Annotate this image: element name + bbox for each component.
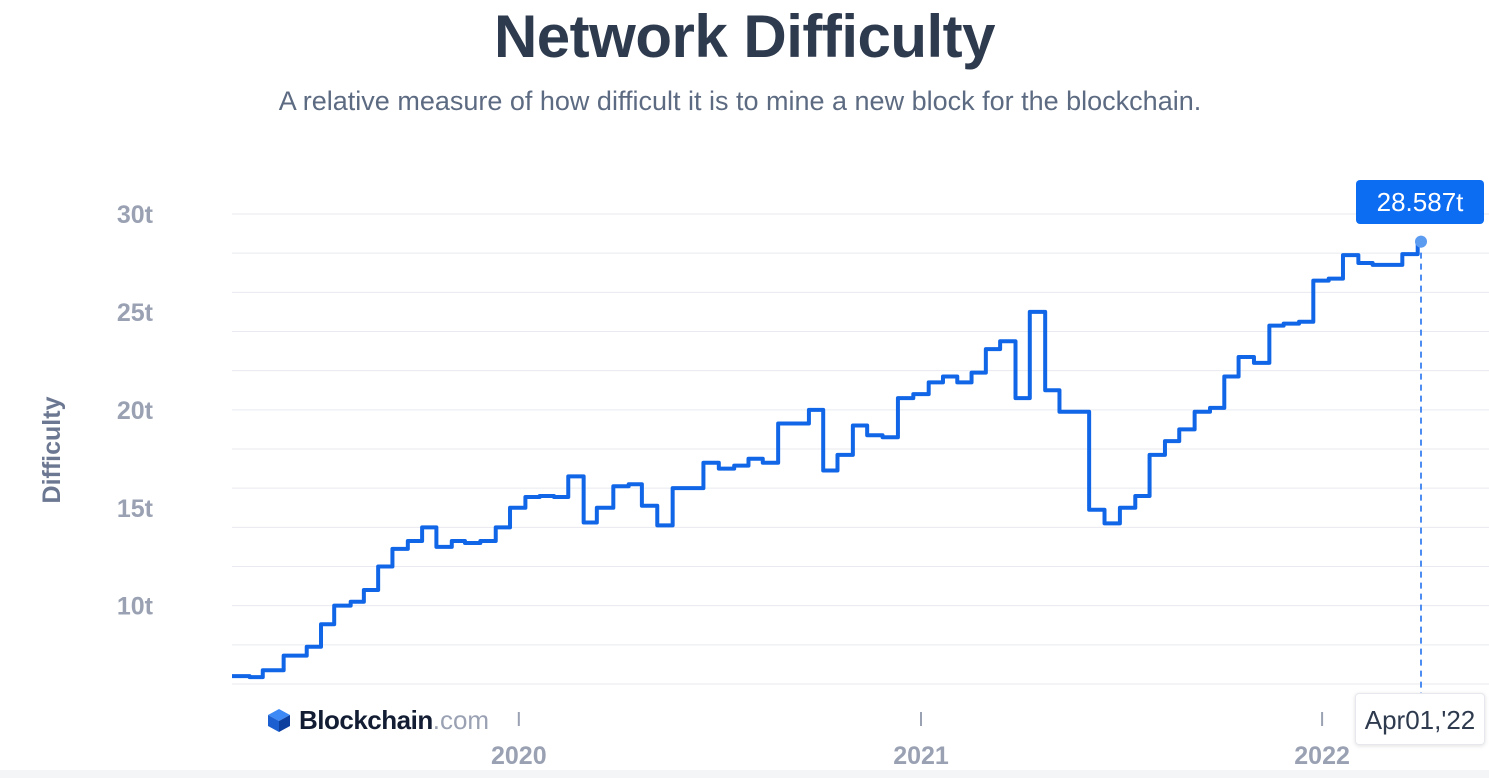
x-axis-ticks: 2020 2021 2022	[491, 712, 1350, 770]
bottom-bar	[0, 770, 1489, 778]
y-axis-ticks: 10t 15t 20t 25t 30t	[117, 201, 154, 621]
brand-logo[interactable]: Blockchain .com	[266, 703, 489, 737]
last-point-marker[interactable]	[1415, 235, 1427, 248]
date-flag: Apr01,'22	[1355, 693, 1485, 745]
y-tick-label: 15t	[117, 495, 154, 523]
page-subtitle: A relative measure of how difficult it i…	[278, 86, 1202, 116]
gridlines	[232, 213, 1489, 685]
page-title: Network Difficulty	[493, 3, 996, 70]
y-axis-label: Difficulty	[38, 396, 66, 503]
y-tick-label: 20t	[117, 397, 154, 425]
y-tick-label: 30t	[117, 201, 154, 229]
blockchain-cube-icon	[268, 709, 290, 732]
x-tick-label: 2020	[491, 742, 547, 770]
brand-tld: .com	[432, 704, 490, 735]
value-tooltip: 28.587t	[1356, 180, 1484, 224]
y-tick-label: 25t	[117, 299, 154, 327]
brand-name: Blockchain	[299, 704, 433, 735]
y-tick-label: 10t	[117, 593, 154, 621]
x-tick-label: 2021	[893, 742, 949, 770]
x-tick-label: 2022	[1294, 742, 1350, 770]
difficulty-series-line	[232, 239, 1421, 680]
